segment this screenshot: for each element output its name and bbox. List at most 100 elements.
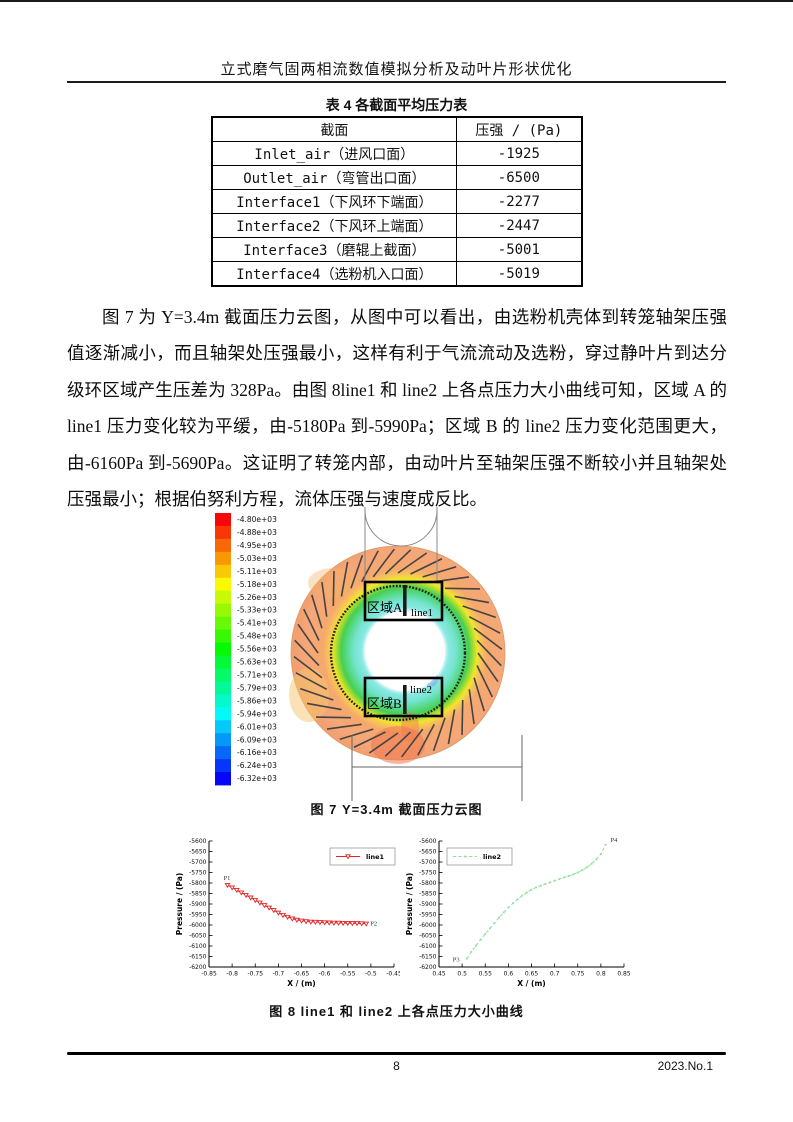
- colorbar-label: -5.26e+03: [237, 593, 277, 602]
- marker: [599, 853, 602, 855]
- guide-blade: [368, 732, 399, 754]
- cell-pressure: -5001: [455, 237, 583, 262]
- marker: [558, 878, 561, 880]
- y-tick-label: -5600: [189, 838, 207, 845]
- bottom-bracket: [351, 735, 523, 801]
- marker: [586, 866, 588, 869]
- guide-blade: [477, 652, 499, 683]
- guide-blade: [422, 566, 457, 578]
- marker: [553, 879, 556, 882]
- y-tick-label: -5800: [419, 880, 437, 887]
- issue-label: 2023.No.1: [657, 1059, 713, 1073]
- marker: [544, 883, 547, 885]
- table-row: Interface1（下风环下端面） -2277: [211, 189, 583, 214]
- pressure-table: 截面 压强 / (Pa) Inlet_air（进风口面） -1925 Outle…: [211, 116, 583, 287]
- y-tick-label: -5850: [189, 891, 207, 898]
- marker: [344, 920, 351, 927]
- cell-section: Interface3（磨辊上截面）: [211, 237, 457, 262]
- table-row: Interface2（下风环上端面） -2447: [211, 213, 583, 238]
- rotor-teeth-ring: [329, 584, 467, 722]
- colorbar-label: -6.01e+03: [237, 722, 277, 731]
- marker: [465, 957, 468, 960]
- marker: [303, 919, 310, 925]
- y-axis-label: Pressure / (Pa): [405, 873, 414, 936]
- marker: [604, 843, 607, 846]
- legend-label: line1: [366, 853, 384, 861]
- y-tick-label: -5600: [419, 838, 437, 845]
- x-tick-label: -0.45: [386, 971, 400, 978]
- marker: [525, 891, 528, 894]
- x-tick-label: -0.65: [294, 971, 310, 978]
- cell-section: Inlet_air（进风口面）: [211, 141, 457, 166]
- x-tick-label: 0.8: [596, 971, 606, 978]
- guide-blade: [397, 552, 428, 574]
- y-tick-label: -5750: [419, 870, 437, 877]
- guide-blade: [384, 549, 412, 575]
- region-b-label: 区域B: [367, 696, 402, 711]
- guide-blade: [473, 677, 485, 712]
- colorbar-label: -5.33e+03: [237, 606, 277, 615]
- guide-blade: [306, 702, 342, 711]
- y-tick-label: -5900: [419, 901, 437, 908]
- marker: [530, 888, 533, 891]
- colorbar-band: [215, 772, 231, 786]
- guide-blade: [473, 627, 503, 651]
- legend-box: [446, 847, 513, 866]
- colorbar-band: [215, 707, 231, 721]
- marker: [549, 881, 551, 884]
- y-tick-label: -5700: [189, 859, 207, 866]
- y-tick-label: -5750: [189, 870, 207, 877]
- x-axis-label: X / (m): [517, 979, 545, 988]
- marker: [330, 920, 337, 926]
- marker: [581, 869, 584, 872]
- colorbar-label: -6.16e+03: [237, 748, 277, 757]
- x-tick-label: 0.5: [457, 971, 467, 978]
- region-a-label: 区域A: [367, 600, 403, 615]
- guide-blade: [300, 687, 334, 701]
- marker: [516, 898, 519, 901]
- guide-blade: [372, 548, 396, 578]
- guide-blade: [303, 608, 320, 641]
- pipe-outline: [364, 507, 438, 583]
- legend-box: [329, 847, 396, 866]
- marker: [507, 906, 510, 909]
- y-tick-label: -5950: [419, 912, 437, 919]
- colorbar-label: -5.56e+03: [237, 645, 277, 654]
- blade-ring: [293, 548, 503, 758]
- marker: [493, 922, 496, 924]
- cell-section: Interface1（下风环下端面）: [211, 189, 457, 214]
- guide-blade: [400, 728, 424, 758]
- guide-blade: [294, 639, 320, 667]
- point-annotation: P1: [224, 875, 231, 882]
- x-tick-label: 0.75: [571, 971, 585, 978]
- table-row: Interface3（磨辊上截面） -5001: [211, 237, 583, 262]
- line1-sample-line: [403, 585, 407, 616]
- cell-section: Outlet_air（弯管出口面）: [211, 165, 457, 190]
- marker: [317, 920, 323, 926]
- guide-blade: [339, 728, 374, 740]
- x-tick-label: -0.75: [247, 971, 263, 978]
- line2-sample-line: [403, 685, 407, 714]
- colorbar-band: [215, 590, 231, 605]
- colorbar-band: [215, 681, 231, 695]
- y-tick-label: -6150: [419, 954, 437, 961]
- marker: [224, 882, 231, 889]
- cell-pressure: -1925: [455, 141, 583, 166]
- point-annotation: P3: [453, 957, 460, 964]
- body-paragraph: 图 7 为 Y=3.4m 截面压力云图，从图中可以看出，由选粉机壳体到转笼轴架压…: [67, 307, 727, 510]
- marker: [229, 885, 236, 891]
- colorbar-label: -5.18e+03: [237, 580, 277, 589]
- cell-section: Interface4（选粉机入口面）: [211, 261, 457, 287]
- region-a-box: [363, 580, 444, 622]
- colorbar-label: -5.86e+03: [237, 696, 277, 705]
- marker: [502, 911, 505, 914]
- line2-chart: -5600 -5650 -5700 -5750 -5800 -5850 -5900 -5950…: [405, 837, 630, 988]
- marker: [298, 918, 305, 924]
- colorbar-label: -5.71e+03: [237, 671, 277, 680]
- legend-label: line2: [483, 853, 501, 861]
- y-tick-label: -5800: [189, 880, 207, 887]
- cell-pressure: -6500: [455, 165, 583, 190]
- colorbar-label: -5.03e+03: [237, 554, 277, 563]
- pressure-contour-figure: -4.80e+03 -4.88e+03 -4.95e+03 -5.03e+03 -5.1…: [215, 507, 523, 801]
- colorbar-label: -5.48e+03: [237, 632, 277, 641]
